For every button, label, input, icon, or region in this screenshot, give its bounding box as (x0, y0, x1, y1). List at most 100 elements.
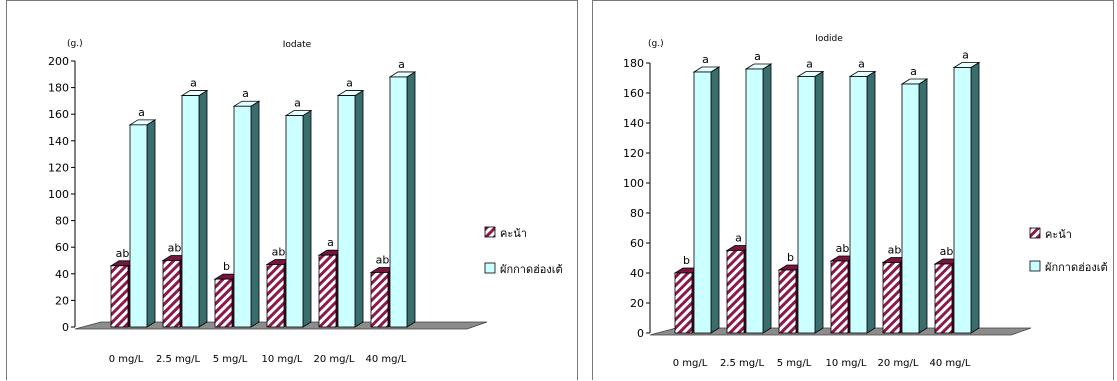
bar-side (354, 89, 364, 328)
x-tick-label: 0 mg/L (673, 358, 708, 369)
legend-label: คะน้า (500, 227, 527, 240)
legend-swatch (484, 262, 496, 274)
y-tick-label: 80 (630, 207, 644, 220)
chart-panel-iodate: Iodate (g.) 0 20 40 60 80 100 120 140 160 180 200 ab a… (6, 0, 578, 380)
bar-side (250, 100, 260, 328)
bar (726, 250, 745, 334)
y-tick-label: 0 (637, 327, 644, 340)
bar (674, 272, 693, 334)
x-tick-label: 20 mg/L (314, 354, 355, 365)
bar (797, 76, 816, 334)
bar (745, 68, 764, 334)
bar-side (406, 71, 416, 328)
y-tick-label: 100 (623, 177, 644, 190)
bar (370, 272, 389, 328)
y-tick-label: 200 (48, 55, 69, 68)
bar (849, 76, 868, 334)
data-label: b (683, 254, 690, 267)
bar (953, 67, 972, 334)
data-label: a (910, 65, 917, 78)
y-tick-label: 20 (55, 294, 69, 307)
data-label: ab (376, 253, 390, 266)
x-tick-label: 10 mg/L (826, 358, 867, 369)
data-label: ab (272, 245, 286, 258)
bar (129, 124, 148, 328)
bar-side (710, 66, 720, 334)
x-tick-label: 20 mg/L (878, 358, 919, 369)
legend-label: คะน้า (1045, 228, 1072, 241)
y-tick-label: 180 (48, 82, 69, 95)
bar (181, 95, 200, 328)
bar (337, 95, 356, 328)
bar (214, 278, 233, 328)
legend-label: ผักกาดฮ่องเต้ (500, 263, 563, 276)
bar-side (970, 61, 980, 334)
y-tick-label: 140 (48, 135, 69, 148)
y-tick-label: 0 (62, 321, 69, 334)
y-tick-label: 60 (630, 237, 644, 250)
x-tick-label: 10 mg/L (262, 354, 303, 365)
bar-side (866, 70, 876, 334)
data-label: ab (836, 242, 850, 255)
y-tick-label: 160 (623, 87, 644, 100)
data-label: ab (168, 242, 182, 255)
data-label: a (962, 49, 969, 62)
bar-side (146, 119, 156, 328)
y-tick-label: 40 (630, 267, 644, 280)
chart-title: Iodide (815, 34, 843, 44)
x-tick-label: 5 mg/L (777, 358, 812, 369)
data-label: ab (116, 247, 130, 260)
data-label: a (327, 236, 334, 249)
data-label: a (754, 50, 761, 63)
bar (266, 264, 285, 328)
y-axis-label: (g.) (648, 39, 664, 49)
data-label: ab (940, 245, 954, 258)
data-label: a (242, 87, 249, 100)
bar (693, 71, 712, 334)
bar (162, 260, 181, 328)
bar-chart-iodate: Iodate(g.)020406080100120140160180200aba… (48, 39, 563, 365)
bar-side (198, 89, 208, 328)
data-label: a (346, 77, 353, 90)
chart-panel-iodide: Iodide (g.) 0 20 40 60 80 100 120 140 160 180 b a 0 mg… (592, 0, 1114, 380)
x-tick-label: 40 mg/L (930, 358, 971, 369)
y-tick-label: 140 (623, 117, 644, 130)
bar (285, 115, 304, 328)
y-tick-label: 20 (630, 297, 644, 310)
data-label: a (294, 97, 301, 110)
data-label: b (223, 260, 230, 273)
x-tick-label: 5 mg/L (213, 354, 248, 365)
data-label: b (787, 251, 794, 264)
bar (830, 260, 849, 334)
x-tick-label: 40 mg/L (366, 354, 407, 365)
data-label: ab (888, 244, 902, 257)
bar-side (814, 70, 824, 334)
legend-swatch (484, 226, 496, 238)
data-label: a (190, 77, 197, 90)
data-label: a (806, 58, 813, 71)
y-tick-label: 120 (48, 161, 69, 174)
bar-chart-iodide: Iodide (g.) 0 20 40 60 80 100 120 140 160 180 b a 0 mg… (623, 34, 1108, 369)
y-tick-label: 80 (55, 215, 69, 228)
x-tick-label: 2.5 mg/L (156, 354, 201, 365)
data-label: a (398, 58, 405, 71)
legend-label: ผักกาดฮ่องเต้ (1045, 261, 1108, 274)
bar (233, 105, 252, 328)
data-label: a (858, 58, 865, 71)
data-label: a (702, 53, 709, 66)
y-tick-label: 120 (623, 147, 644, 160)
legend-swatch (1029, 260, 1041, 272)
bar (389, 76, 408, 328)
bar (934, 263, 953, 334)
bar-side (302, 109, 312, 328)
bar (882, 262, 901, 334)
y-axis-label: (g.) (67, 39, 83, 49)
data-label: a (735, 232, 742, 245)
x-tick-label: 2.5 mg/L (720, 358, 765, 369)
legend-swatch (1029, 227, 1041, 239)
x-tick-label: 0 mg/L (109, 354, 144, 365)
y-tick-label: 180 (623, 57, 644, 70)
bar (778, 269, 797, 334)
bar (318, 254, 337, 328)
bar (901, 83, 920, 334)
